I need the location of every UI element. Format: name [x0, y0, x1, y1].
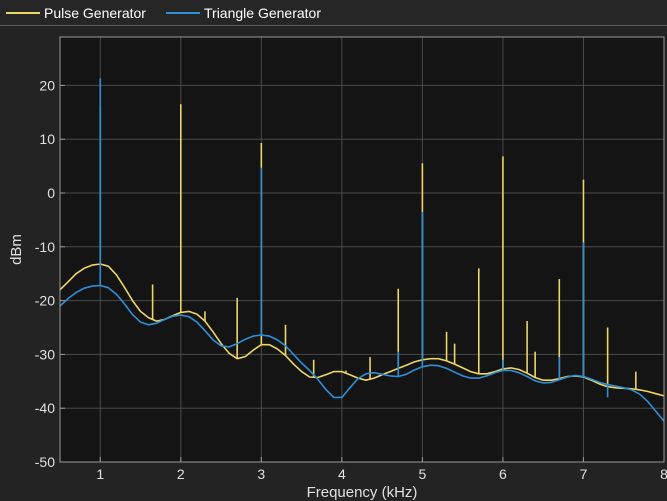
series-line — [60, 284, 664, 422]
x-tick-label: 2 — [177, 466, 185, 482]
x-tick-label: 6 — [499, 466, 507, 482]
y-tick-label: 10 — [39, 131, 55, 147]
y-tick-label: 20 — [39, 77, 55, 93]
y-tick-label: -30 — [35, 346, 55, 362]
legend-label-pulse: Pulse Generator — [44, 4, 146, 21]
legend: Pulse Generator Triangle Generator — [0, 0, 667, 26]
y-tick-label: 0 — [47, 185, 55, 201]
tick-labels: 1 2 3 4 5 6 7 8 20 10 0 -10 -20 -30 -40 -50 — [35, 77, 667, 482]
series-triangle-generator — [60, 78, 664, 422]
series-layer — [60, 78, 664, 422]
x-tick-label: 7 — [580, 466, 588, 482]
plot-border — [59, 36, 665, 463]
legend-swatch-pulse — [6, 11, 40, 14]
x-tick-label: 5 — [419, 466, 427, 482]
y-axis-title: dBm — [8, 234, 25, 265]
x-tick-label: 1 — [96, 466, 104, 482]
y-tick-label: -10 — [35, 239, 55, 255]
y-tick-label: -50 — [35, 454, 55, 470]
y-tick-label: -40 — [35, 400, 55, 416]
legend-label-triangle: Triangle Generator — [204, 4, 321, 21]
x-tick-label: 3 — [257, 466, 265, 482]
x-axis-title: Frequency (kHz) — [307, 484, 418, 501]
legend-swatch-triangle — [166, 11, 200, 14]
y-tick-label: -20 — [35, 293, 55, 309]
x-tick-label: 4 — [338, 466, 346, 482]
legend-item-triangle-generator[interactable]: Triangle Generator — [166, 0, 321, 25]
plot-area — [60, 37, 664, 462]
legend-item-pulse-generator[interactable]: Pulse Generator — [6, 0, 146, 25]
x-tick-label: 8 — [660, 466, 667, 482]
